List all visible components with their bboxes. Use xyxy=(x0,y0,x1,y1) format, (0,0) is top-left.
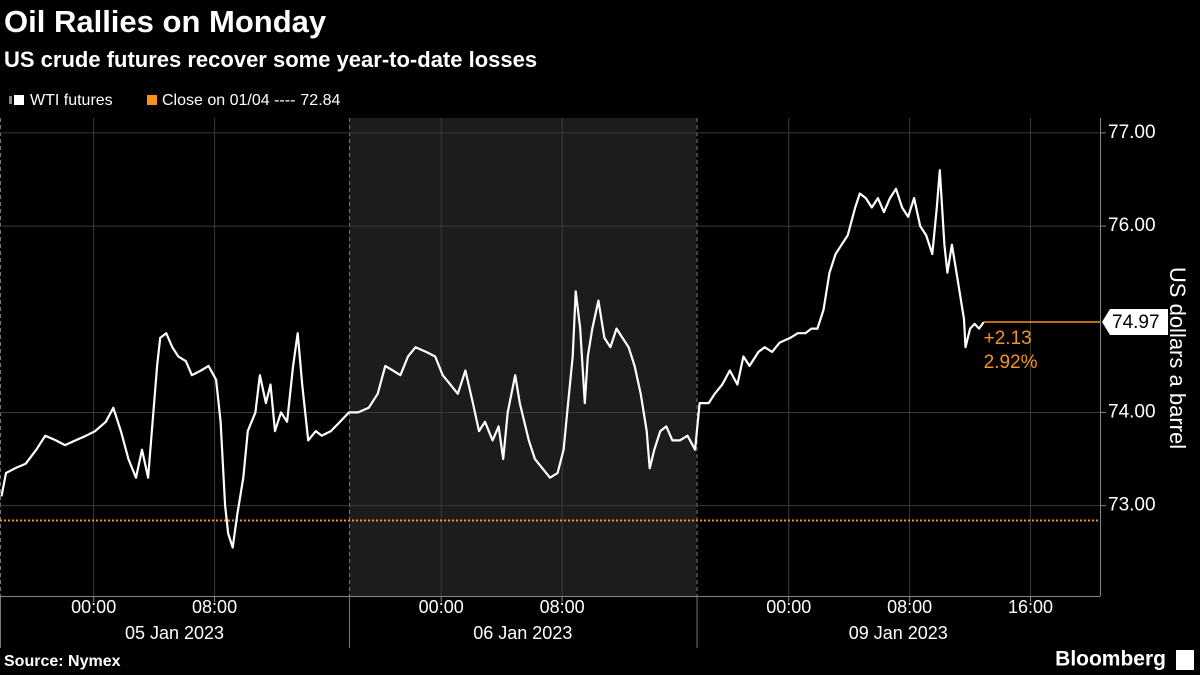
y-tick-label: 77.00 xyxy=(1108,122,1156,143)
x-tick-label: 16:00 xyxy=(1008,597,1053,617)
last-value-label: 74.97 xyxy=(1112,312,1160,333)
day-label: 09 Jan 2023 xyxy=(849,623,948,643)
brand-icon xyxy=(1176,650,1194,670)
legend-name: Close on 01/04 ---- xyxy=(162,92,295,109)
x-tick-label: 08:00 xyxy=(540,597,585,617)
x-tick-label: 00:00 xyxy=(71,597,116,617)
price-line xyxy=(0,169,985,549)
x-tick-label: 00:00 xyxy=(766,597,811,617)
y-tick-label: 73.00 xyxy=(1108,495,1156,516)
legend-value: 72.84 xyxy=(300,92,340,109)
x-tick-label: 08:00 xyxy=(192,597,237,617)
last-value-box xyxy=(1102,309,1168,336)
shaded-region xyxy=(349,118,697,596)
brand: Bloomberg xyxy=(1055,648,1166,671)
legend-label: Close on 01/04 ---- 72.84 xyxy=(162,92,341,109)
day-label: 05 Jan 2023 xyxy=(125,623,224,643)
legend-swatch xyxy=(9,96,12,104)
chart-title: Oil Rallies on Monday xyxy=(4,4,327,39)
y-tick-label: 74.00 xyxy=(1108,401,1156,422)
y-axis-label: US dollars a barrel xyxy=(1165,267,1190,449)
change-annotation: 2.92% xyxy=(984,352,1038,373)
x-tick-label: 08:00 xyxy=(887,597,932,617)
legend-swatch xyxy=(14,95,24,105)
chart-subtitle: US crude futures recover some year-to-da… xyxy=(4,47,537,72)
source: Source: Nymex xyxy=(4,653,121,670)
day-label: 06 Jan 2023 xyxy=(473,623,572,643)
legend-swatch xyxy=(147,95,157,105)
y-tick-label: 76.00 xyxy=(1108,215,1156,236)
legend-label: WTI futures xyxy=(30,92,113,109)
change-annotation: +2.13 xyxy=(984,328,1032,349)
x-tick-label: 00:00 xyxy=(419,597,464,617)
